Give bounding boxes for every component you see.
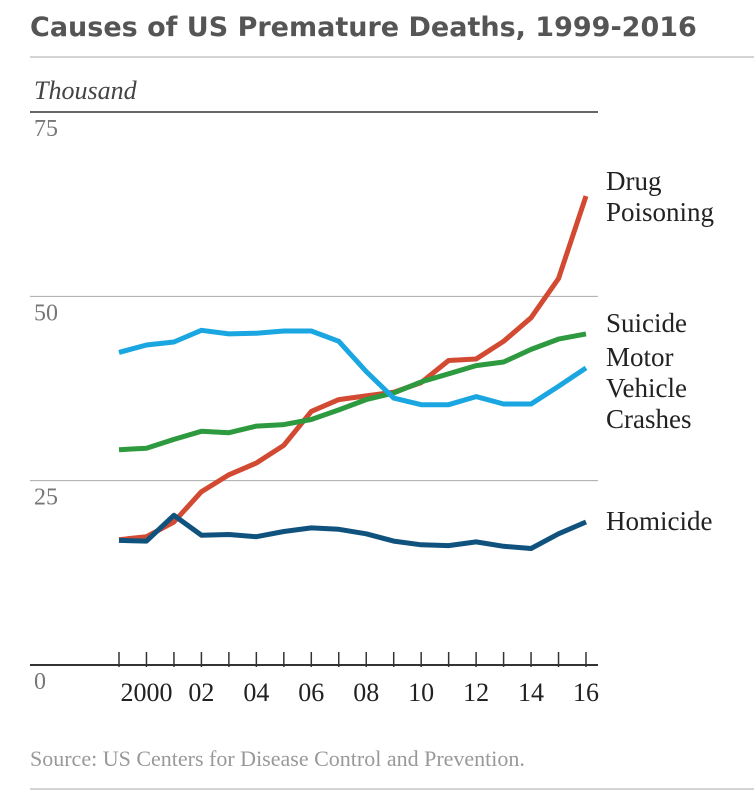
series-label: Motor Vehicle Crashes	[606, 341, 692, 434]
x-tick-label: 08	[353, 678, 379, 707]
y-tick-label: 25	[34, 485, 58, 511]
chart-title: Causes of US Premature Deaths, 1999-2016	[30, 12, 697, 43]
x-tick-label: 14	[518, 678, 544, 707]
x-tick-label: 06	[298, 678, 324, 707]
series-line	[118, 327, 588, 408]
source: Source: US Centers for Disease Control a…	[30, 746, 525, 771]
y-tick-label: 50	[34, 300, 58, 326]
x-tick-label: 02	[188, 678, 214, 707]
series-label: Suicide	[606, 307, 687, 338]
x-tick-label: 2000	[120, 678, 172, 707]
series-line	[118, 195, 589, 543]
series-label: Drug Poisoning	[606, 166, 715, 228]
x-tick-label: 10	[408, 678, 434, 707]
y-axis-label: Thousand	[34, 76, 138, 105]
series-line	[118, 331, 587, 453]
series-label: Homicide	[606, 505, 713, 536]
series-line	[118, 512, 587, 551]
y-tick-label: 0	[34, 669, 46, 695]
x-tick-label: 16	[573, 678, 599, 707]
y-tick-label: 75	[34, 116, 58, 142]
x-tick-label: 04	[243, 678, 269, 707]
x-tick-label: 12	[463, 678, 489, 707]
